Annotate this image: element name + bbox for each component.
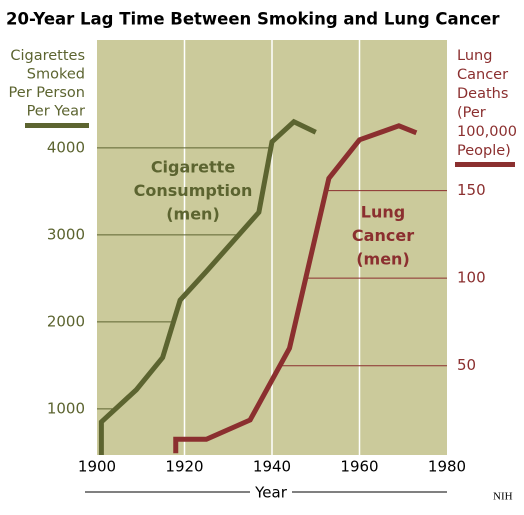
chart-title: 20-Year Lag Time Between Smoking and Lun… (6, 10, 500, 29)
y2-axis-label: People) (457, 143, 511, 159)
x-tick-label: 1920 (165, 458, 203, 476)
y2-tick-label: 150 (457, 181, 486, 199)
y-tick-label: 2000 (47, 312, 85, 330)
y-axis-label: Cigarettes (10, 48, 85, 64)
x-tick-label: 1900 (78, 458, 116, 476)
y-tick-label: 1000 (47, 399, 85, 417)
y2-axis-label: 100,000 (457, 124, 517, 140)
series-annotation: Cigarette (151, 158, 236, 177)
y2-tick-label: 100 (457, 269, 486, 287)
y2-tick-label: 50 (457, 356, 476, 374)
x-axis-label: Year (254, 484, 288, 502)
y2-axis-label: Lung (457, 48, 492, 64)
series-annotation: (men) (356, 250, 410, 269)
y-axis-label: Per Year (27, 104, 85, 120)
x-tick-label: 1960 (340, 458, 378, 476)
y-label-underline (25, 123, 89, 128)
series-annotation: Cancer (352, 226, 414, 245)
y2-axis-label: Deaths (457, 86, 508, 102)
y2-axis-label: (Per (457, 105, 486, 121)
y-tick-label: 4000 (47, 138, 85, 156)
y2-axis-label: Cancer (457, 67, 508, 83)
y-axis-label: Per Person (9, 85, 85, 101)
x-tick-label: 1940 (253, 458, 291, 476)
y2-label-underline (455, 162, 515, 167)
series-annotation: (men) (166, 205, 220, 224)
y-axis-label: Smoked (27, 67, 85, 83)
plot-area (97, 40, 447, 455)
series-line (98, 118, 317, 455)
y-tick-label: 3000 (47, 225, 85, 243)
series-annotation: Lung (361, 203, 405, 222)
series-line (173, 123, 418, 454)
source: NIH (493, 491, 513, 503)
x-tick-label: 1980 (428, 458, 466, 476)
series-annotation: Consumption (134, 181, 253, 200)
